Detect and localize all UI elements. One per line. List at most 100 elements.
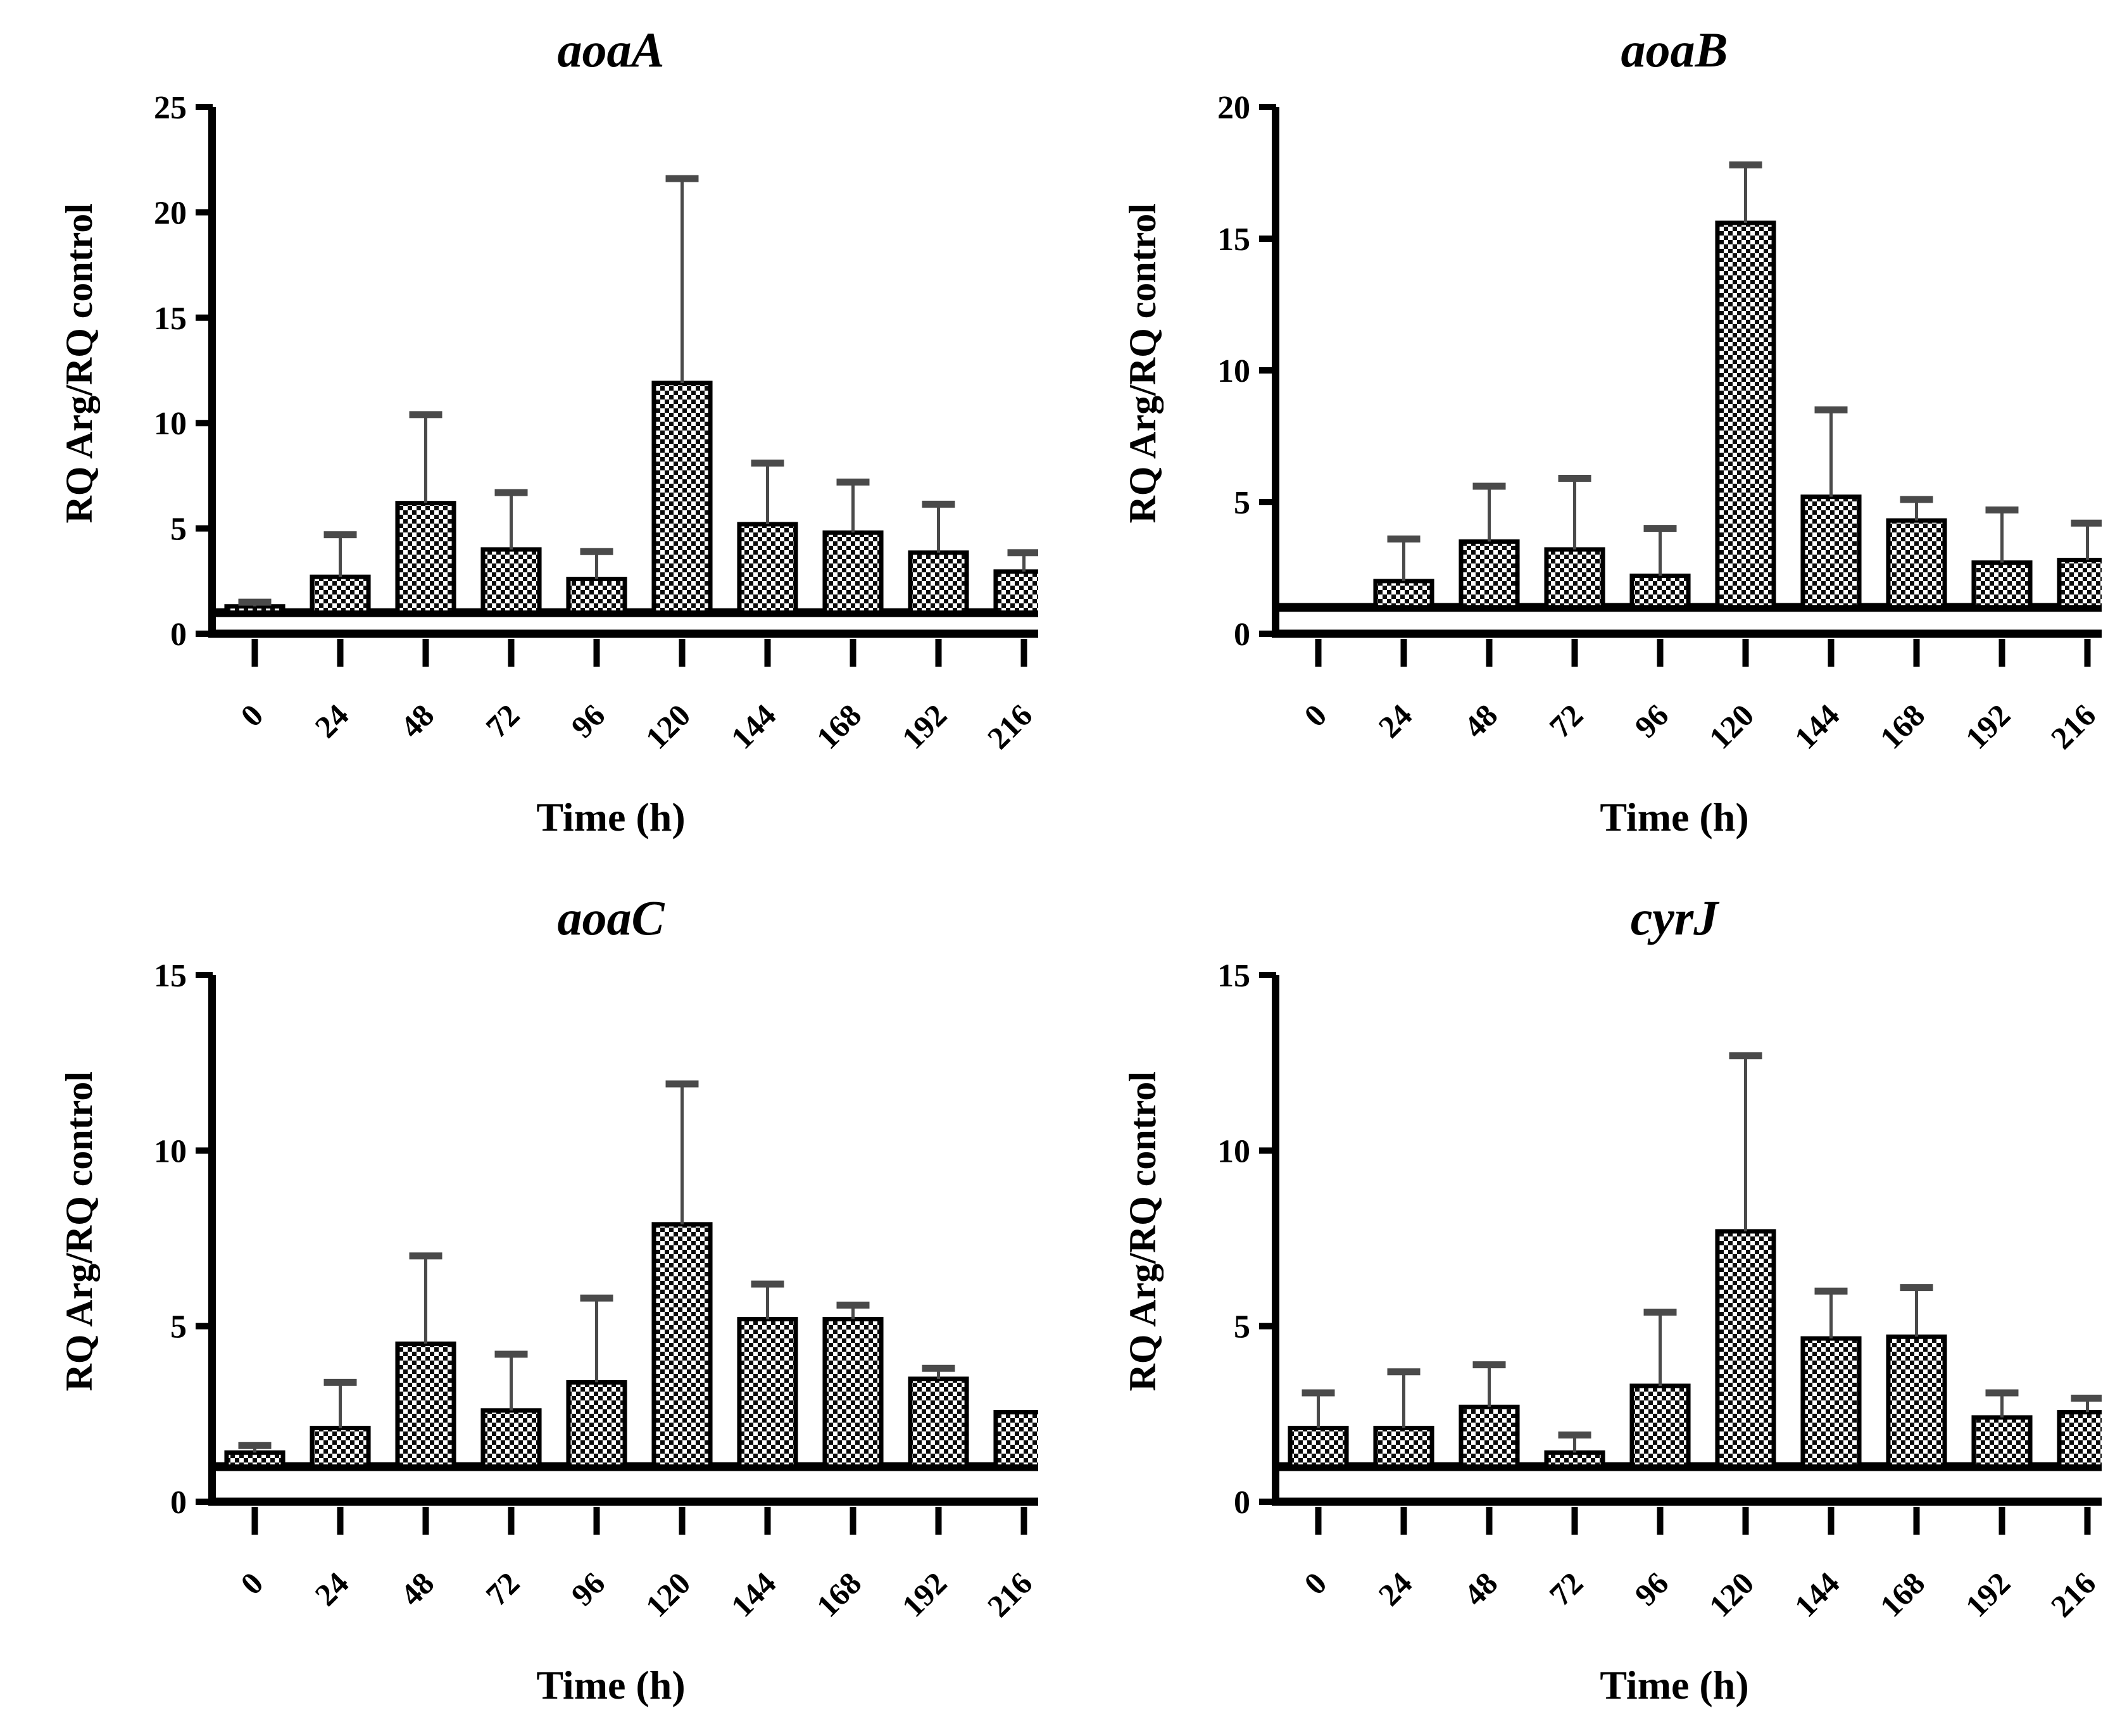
y-tick-label-15: 15 — [1217, 958, 1250, 994]
bar-192h — [1971, 560, 2033, 610]
chart-canvas-aoaB: 0 5 10 15 20 0 24 48 72 96 120 144 168 192 216 — [1217, 90, 2102, 756]
error-bar-24h — [323, 531, 357, 577]
y-axis-label: RQ Arg/RQ control — [58, 203, 100, 524]
x-tick-label-0: 0 — [1297, 1565, 1333, 1601]
error-bar-24h — [1387, 535, 1421, 581]
bar-216h — [2057, 558, 2102, 610]
error-bar-192h — [1985, 506, 2019, 563]
bar-120h — [1715, 1229, 1776, 1469]
y-axis-label: RQ Arg/RQ control — [1121, 203, 1164, 524]
bars — [1288, 161, 2102, 612]
y-tick-label-15: 15 — [154, 301, 187, 337]
x-tick-label-120: 120 — [639, 1565, 698, 1624]
y-tick-label-20: 20 — [154, 195, 187, 231]
bar-216h — [993, 1410, 1038, 1469]
bar-0h — [224, 604, 285, 615]
bar-0h — [1288, 1426, 1349, 1469]
error-bar-144h — [751, 1280, 784, 1319]
y-tick-label-10: 10 — [1217, 1133, 1250, 1169]
x-tick-label-24: 24 — [1371, 1565, 1419, 1613]
bar-144h — [1800, 1336, 1862, 1469]
x-tick-label-192: 192 — [895, 1565, 954, 1624]
error-bar-120h — [1729, 1052, 1762, 1231]
x-axis-label: Time (h) — [536, 1663, 686, 1708]
x-tick-label-0: 0 — [234, 697, 270, 733]
error-bar-0h — [238, 1442, 272, 1453]
y-tick-label-0: 0 — [170, 617, 187, 653]
x-axis-label-cell: Time (h) — [1196, 783, 2102, 858]
x-tick-label-216: 216 — [981, 697, 1038, 756]
error-bar-120h — [1729, 161, 1762, 223]
bar-96h — [566, 576, 627, 615]
x-tick-label-192: 192 — [1959, 697, 2017, 756]
x-tick-label-0: 0 — [1297, 697, 1333, 733]
x-tick-label-144: 144 — [1788, 1565, 1847, 1624]
y-tick-label-0: 0 — [1234, 617, 1250, 653]
x-tick-label-24: 24 — [308, 1565, 355, 1613]
x-tick-label-24: 24 — [1371, 697, 1419, 745]
x-tick-label-48: 48 — [393, 1565, 441, 1613]
x-tick-label-216: 216 — [981, 1565, 1038, 1624]
x-tick-label-192: 192 — [1959, 1565, 2017, 1624]
bar-24h — [310, 574, 371, 615]
x-axis-label-cell: Time (h) — [133, 1651, 1038, 1726]
x-tick-label-72: 72 — [1542, 697, 1590, 745]
bar-72h — [1544, 547, 1605, 610]
bar-144h — [1800, 494, 1862, 610]
x-tick-label-96: 96 — [1628, 1565, 1675, 1613]
error-bar-0h — [1302, 1389, 1335, 1428]
x-tick-label-120: 120 — [1702, 1565, 1761, 1624]
y-axis: 0 5 10 15 — [154, 958, 216, 1521]
error-bar-48h — [1472, 482, 1506, 542]
x-tick-label-120: 120 — [639, 697, 698, 756]
error-bar-192h — [922, 1364, 955, 1379]
panel-title-cyrJ: cyrJ — [1630, 890, 1719, 945]
bar-168h — [1886, 1334, 1947, 1469]
bar-120h — [651, 1222, 713, 1469]
bar-48h — [1459, 1404, 1520, 1469]
x-tick-label-168: 168 — [1873, 697, 1932, 756]
error-bar-192h — [922, 500, 955, 553]
x-tick-label-216: 216 — [2044, 1565, 2102, 1624]
y-axis: 0 5 10 15 — [1217, 958, 1279, 1521]
x-axis-label-cell: Time (h) — [1196, 1651, 2102, 1726]
x-tick-label-48: 48 — [393, 697, 441, 745]
y-tick-label-5: 5 — [170, 512, 187, 548]
y-axis-label: RQ Arg/RQ control — [58, 1071, 100, 1392]
error-bar-168h — [1900, 1284, 1933, 1337]
error-bar-144h — [1814, 1287, 1848, 1339]
y-tick-label-0: 0 — [170, 1485, 187, 1521]
bar-48h — [1459, 539, 1520, 610]
y-tick-label-5: 5 — [1234, 485, 1250, 521]
x-tick-label-24: 24 — [308, 697, 355, 745]
x-tick-label-168: 168 — [810, 1565, 869, 1624]
x-tick-label-48: 48 — [1457, 1565, 1504, 1613]
panel-aoaB: aoaB RQ Arg/RQ control 0 5 10 15 20 0 24 48 72 96… — [1089, 10, 2102, 858]
y-axis-label-cell: RQ Arg/RQ control — [25, 89, 133, 783]
x-axis: 0 24 48 72 96 120 144 168 192 216 — [1272, 629, 2102, 756]
panel-title-aoaA: aoaA — [557, 22, 665, 77]
bar-0h — [1288, 605, 1349, 612]
bar-96h — [1629, 573, 1691, 610]
bar-72h — [480, 547, 542, 615]
chart-canvas-aoaC: 0 5 10 15 0 24 48 72 96 120 144 168 192 216 — [154, 958, 1038, 1624]
x-tick-label-168: 168 — [810, 697, 869, 756]
error-bar-120h — [665, 175, 699, 383]
x-tick-label-216: 216 — [2044, 697, 2102, 756]
x-tick-label-72: 72 — [479, 697, 526, 745]
bar-216h — [2057, 1410, 2102, 1469]
panel-aoaC: aoaC RQ Arg/RQ control 0 5 10 15 0 24 48 72 96 12… — [25, 878, 1038, 1726]
y-axis: 0 5 10 15 20 25 — [154, 90, 216, 653]
error-bar-48h — [409, 411, 442, 503]
y-tick-label-15: 15 — [1217, 222, 1250, 258]
y-tick-label-20: 20 — [1217, 90, 1250, 126]
error-bar-168h — [836, 1301, 870, 1319]
x-tick-label-144: 144 — [724, 1565, 783, 1624]
x-tick-label-168: 168 — [1873, 1565, 1932, 1624]
y-tick-label-5: 5 — [1234, 1309, 1250, 1345]
error-bar-72h — [1558, 475, 1591, 550]
error-bar-216h — [2071, 519, 2102, 560]
error-bar-96h — [1643, 1308, 1677, 1386]
bar-96h — [1629, 1383, 1691, 1469]
